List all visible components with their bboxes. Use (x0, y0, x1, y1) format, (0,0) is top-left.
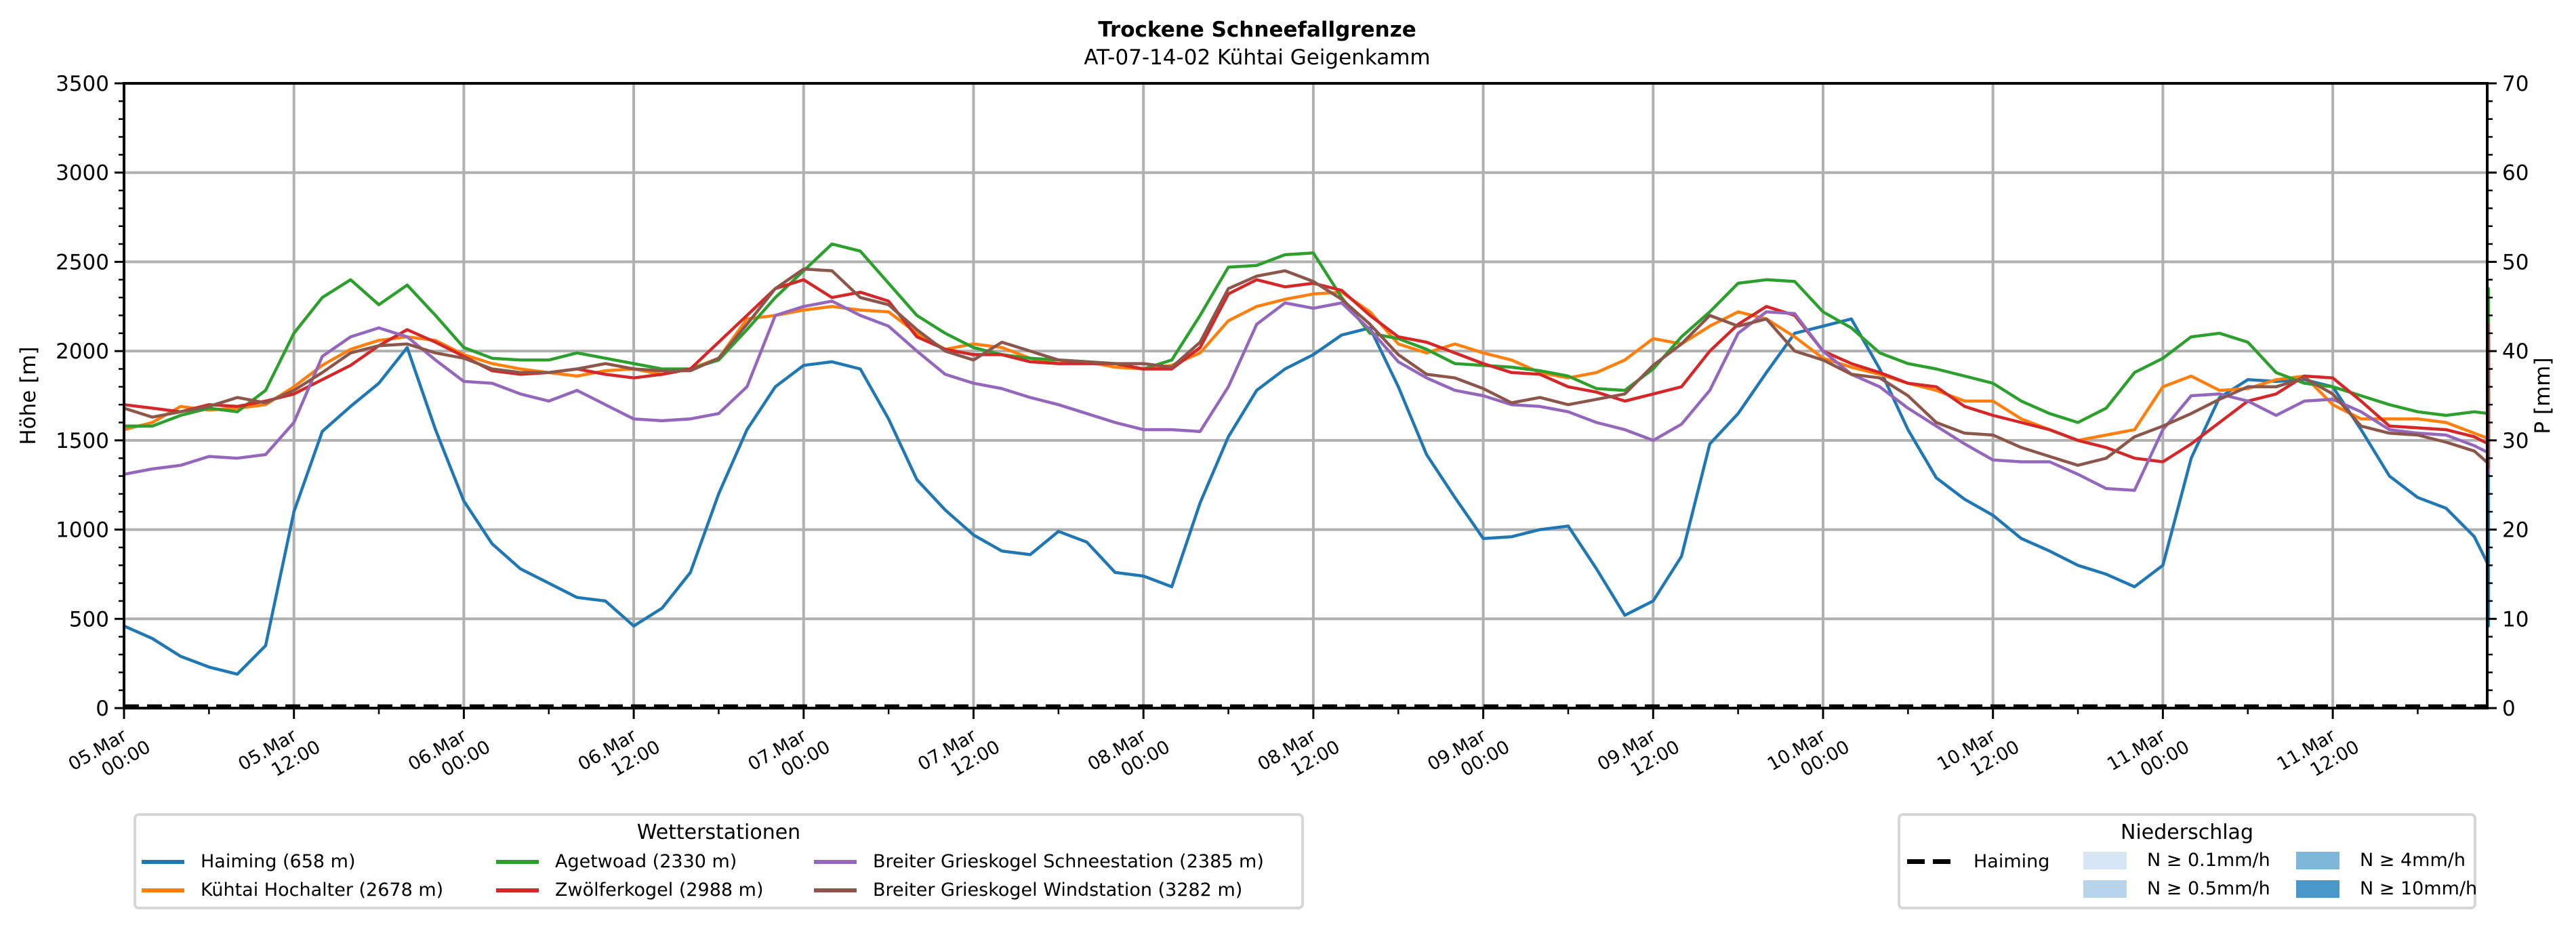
y-right-tick-label: 0 (2502, 697, 2516, 721)
chart-title: Trockene Schneefallgrenze (1098, 18, 1416, 42)
legend-label: N ≥ 4mm/h (2360, 850, 2466, 871)
y-tick-label: 2500 (56, 250, 109, 274)
legend-item-n05: N ≥ 0.5mm/h (2083, 878, 2270, 899)
legend-item-windstation: Breiter Grieskogel Windstation (3282 m) (814, 880, 1242, 901)
y-tick-label: 500 (69, 607, 109, 632)
legend-swatch (142, 859, 184, 864)
legend-label: Zwölferkogel (2988 m) (555, 880, 764, 901)
legend-item-n01: N ≥ 0.1mm/h (2083, 850, 2270, 871)
legend-stations-title: Wetterstationen (636, 821, 801, 844)
series-line-6 (123, 267, 2491, 469)
y-right-tick-label: 20 (2502, 518, 2529, 543)
series-line-3 (124, 242, 2491, 428)
legend-label: N ≥ 10mm/h (2360, 878, 2478, 899)
legend-label: Haiming (1974, 851, 2050, 872)
y-tick-label: 1500 (56, 429, 109, 453)
y-axis-label: Höhe [m] (16, 346, 41, 445)
legend-patch (2296, 851, 2339, 869)
legend-swatch (496, 859, 539, 864)
legend-label: Agetwoad (2330 m) (555, 851, 737, 872)
legend-label: N ≥ 0.1mm/h (2147, 850, 2270, 871)
legend-item-kuehtai: Kühtai Hochalter (2678 m) (142, 880, 443, 901)
legend-item-haiming: Haiming (658 m) (142, 851, 355, 872)
y-right-tick-label: 50 (2502, 250, 2529, 274)
legend-patch (2083, 880, 2127, 898)
y-tick-label: 2000 (56, 339, 109, 364)
legend-swatch (496, 888, 539, 892)
legend-item-agetwoad: Agetwoad (2330 m) (496, 851, 737, 872)
legend-patch (2296, 880, 2339, 898)
legend-label: Kühtai Hochalter (2678 m) (201, 880, 444, 901)
legend-item-precip-haiming: Haiming (1907, 851, 2049, 872)
legend-swatch (142, 888, 184, 892)
legend-item-n4: N ≥ 4mm/h (2296, 850, 2466, 871)
legend-swatch (814, 888, 857, 892)
legend-stations: Wetterstationen Haiming (658 m) Kühtai H… (134, 813, 1304, 909)
legend-item-zwoelferkogel: Zwölferkogel (2988 m) (496, 880, 764, 901)
y-right-tick-label: 30 (2502, 429, 2529, 453)
legend-swatch (814, 859, 857, 864)
plot-frame (123, 82, 2489, 709)
grid-lines (124, 83, 2487, 708)
axes: 0 500 1000 1500 2000 2500 3000 3500 0 10 20 30 40 50 6… (56, 72, 2529, 781)
y-right-tick-label: 60 (2502, 161, 2529, 186)
y-axis-right-label: P [mm] (2531, 357, 2555, 434)
y-right-tick-label: 70 (2502, 72, 2529, 96)
y-right-tick-label: 40 (2502, 339, 2529, 364)
legend-label: Haiming (658 m) (201, 851, 356, 872)
legend-item-schneestation: Breiter Grieskogel Schneestation (2385 m… (814, 851, 1264, 872)
y-right-tick-label: 10 (2502, 607, 2529, 632)
series-line-5 (123, 300, 2491, 492)
legend-label: N ≥ 0.5mm/h (2147, 878, 2270, 899)
legend-label: Breiter Grieskogel Schneestation (2385 m… (873, 851, 1264, 872)
series-group (123, 242, 2491, 708)
legend-precipitation: Niederschlag Haiming N ≥ 0.1mm/h N ≥ 0.5… (1898, 813, 2477, 909)
legend-item-n10: N ≥ 10mm/h (2296, 878, 2477, 899)
chart-subtitle: AT-07-14-02 Kühtai Geigenkamm (1084, 45, 1430, 70)
legend-label: Breiter Grieskogel Windstation (3282 m) (873, 880, 1243, 901)
series-line-2 (123, 290, 2491, 444)
legend-precip-title: Niederschlag (2121, 821, 2253, 844)
y-tick-label: 3000 (56, 161, 109, 186)
y-tick-label: 0 (96, 697, 109, 721)
y-tick-label: 3500 (56, 72, 109, 96)
legend-dash-swatch (1907, 859, 1950, 864)
y-tick-label: 1000 (56, 518, 109, 543)
legend-patch (2083, 851, 2127, 869)
